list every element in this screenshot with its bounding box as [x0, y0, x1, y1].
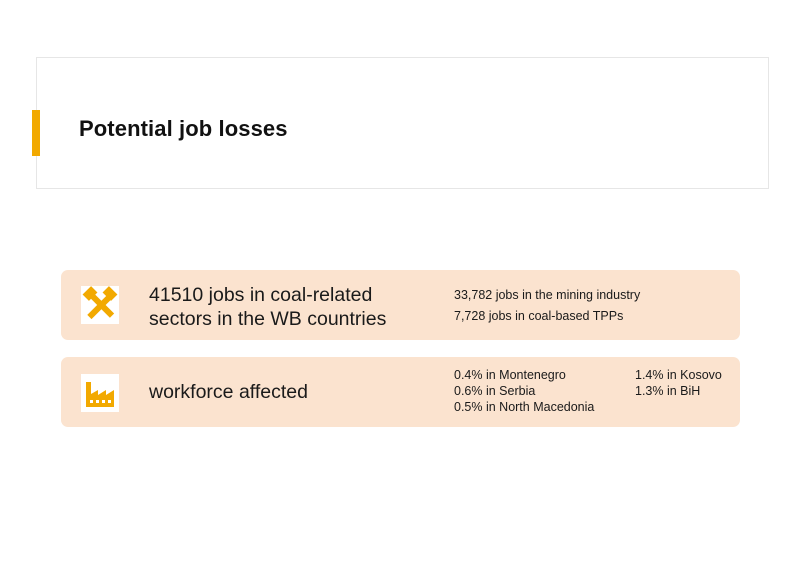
card-main-line: sectors in the WB countries — [149, 308, 387, 330]
detail-text: 0.4% in Montenegro — [454, 368, 566, 382]
detail-text: 1.4% in Kosovo — [635, 368, 722, 382]
factory-icon — [81, 374, 119, 412]
job-losses-card: 41510 jobs in coal-related sectors in th… — [61, 270, 740, 340]
detail-text: 1.3% in BiH — [635, 384, 701, 398]
page-title: Potential job losses — [79, 116, 288, 141]
detail-text: 0.5% in North Macedonia — [454, 400, 595, 414]
card-main-text: 41510 jobs in coal-related sectors in th… — [149, 283, 386, 331]
card-main-text: workforce affected — [149, 381, 308, 403]
detail-text: 33,782 jobs in the mining industry — [454, 288, 641, 302]
workforce-card: workforce affected 0.4% in Montenegro 0.… — [61, 357, 740, 427]
detail-text: 0.6% in Serbia — [454, 384, 536, 398]
card-main-line: 41510 jobs in coal-related — [149, 284, 373, 306]
title-box — [36, 57, 769, 189]
detail-text: 7,728 jobs in coal-based TPPs — [454, 309, 624, 323]
hammer-pick-icon — [81, 286, 119, 324]
accent-bar — [32, 110, 40, 156]
